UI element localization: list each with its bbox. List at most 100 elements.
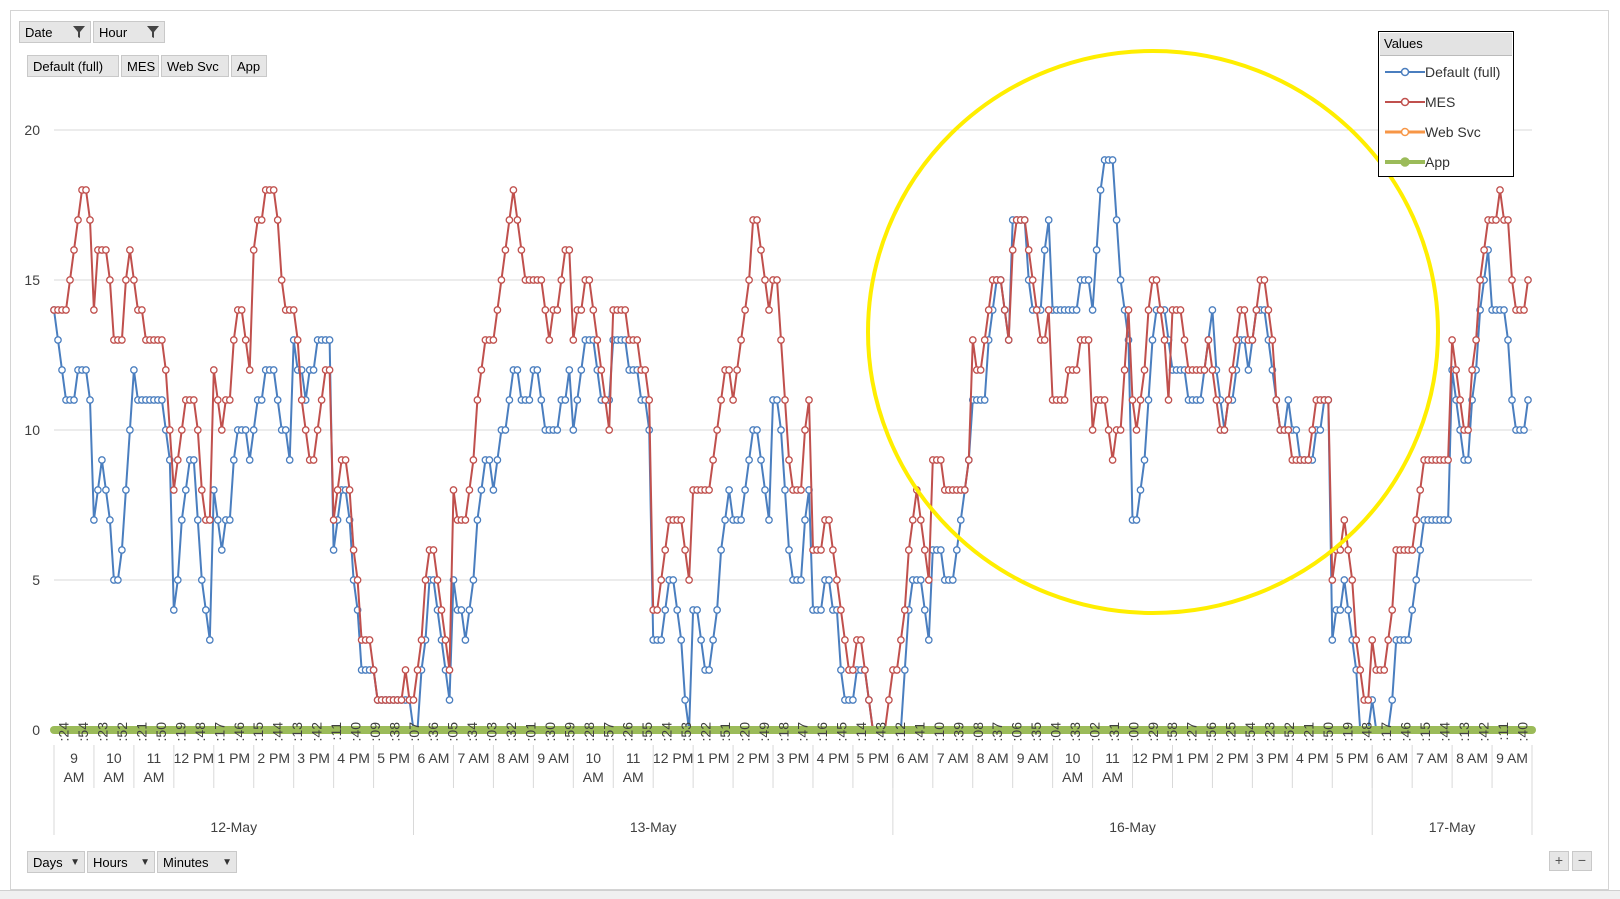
default-data-point — [1316, 426, 1325, 434]
default-data-point — [777, 426, 785, 434]
default-data-point — [329, 546, 338, 554]
default-data-point — [102, 486, 110, 494]
mes-data-point — [1388, 606, 1397, 614]
series-button-label: MES — [127, 59, 156, 74]
default-data-point — [565, 366, 574, 374]
mes-data-point — [1408, 546, 1417, 554]
hour-tick-label: 8 AM — [977, 750, 1009, 766]
mes-data-point — [257, 216, 266, 224]
y-tick-label: 20 — [24, 122, 40, 138]
date-filter-button[interactable]: Date — [19, 21, 91, 43]
mes-data-point — [465, 486, 474, 494]
mes-data-point — [920, 546, 929, 554]
chart-legend: Values Default (full) MES Web Svc App — [1378, 31, 1514, 177]
hour-filter-button[interactable]: Hour — [93, 21, 165, 43]
mes-data-point — [960, 486, 969, 494]
legend-item-mes: MES — [1379, 87, 1513, 117]
default-data-point — [1464, 456, 1472, 464]
hour-tick-label: 2 PM — [257, 750, 290, 766]
default-data-point — [285, 456, 294, 464]
mes-data-point — [964, 456, 973, 464]
mes-data-point — [745, 276, 753, 284]
mes-data-point — [1472, 336, 1480, 344]
default-data-point — [1284, 396, 1293, 404]
default-data-point — [126, 426, 134, 434]
axis-button-minutes[interactable]: Minutes ▼ — [157, 851, 237, 873]
axis-button-label: Days — [33, 855, 63, 870]
mes-data-point — [161, 366, 170, 374]
default-data-point — [573, 396, 582, 404]
mes-data-point — [193, 426, 202, 434]
default-data-point — [677, 636, 686, 644]
mes-data-point — [705, 486, 713, 494]
default-data-point — [669, 576, 678, 584]
series-button-app[interactable]: App — [231, 55, 267, 77]
series-button-mes[interactable]: MES — [121, 55, 159, 77]
mes-data-point — [1464, 426, 1472, 434]
series-button-default[interactable]: Default (full) — [27, 55, 119, 77]
mes-data-point — [773, 276, 781, 284]
minute-tick-label: :39 — [950, 722, 966, 742]
default-data-point — [485, 456, 494, 464]
mes-data-point — [429, 546, 438, 554]
default-data-point — [1444, 516, 1452, 524]
hour-tick-label: 4 PM — [337, 750, 370, 766]
mes-data-point — [1448, 336, 1456, 344]
mes-data-point — [1136, 396, 1145, 404]
hour-tick-label: 6 AM — [1376, 750, 1408, 766]
minute-tick-label: :58 — [1164, 722, 1180, 742]
mes-data-point — [1364, 696, 1373, 704]
default-data-point — [745, 456, 753, 464]
mes-data-point — [1228, 366, 1237, 374]
default-data-point — [249, 426, 258, 434]
default-data-point — [1092, 246, 1101, 254]
mes-data-point — [569, 336, 578, 344]
series-button-web-svc[interactable]: Web Svc — [161, 55, 229, 77]
legend-item-app: App — [1379, 147, 1513, 177]
default-data-point — [90, 516, 98, 524]
mes-data-point — [90, 306, 98, 314]
mes-data-point — [545, 336, 554, 344]
default-data-point — [825, 576, 833, 584]
mes-data-point — [717, 396, 725, 404]
default-data-point — [1072, 306, 1081, 314]
default-data-point — [801, 516, 809, 524]
default-data-point — [82, 366, 90, 374]
mes-data-point — [1336, 546, 1345, 554]
expand-field-button[interactable]: + — [1549, 851, 1569, 871]
mes-data-point — [865, 696, 873, 704]
default-data-point — [177, 516, 186, 524]
hour-tick-label: 3 PM — [1256, 750, 1289, 766]
mes-data-point — [1040, 336, 1049, 344]
mes-data-point — [1268, 336, 1277, 344]
mes-data-point — [641, 366, 650, 374]
default-data-point — [94, 486, 102, 494]
mes-data-point — [553, 306, 562, 314]
mes-data-point — [229, 336, 238, 344]
mes-data-point — [461, 516, 470, 524]
minute-tick-label: :54 — [1242, 722, 1258, 742]
axis-button-days[interactable]: Days ▼ — [27, 851, 85, 873]
default-data-point — [269, 366, 278, 374]
mes-data-point — [437, 606, 446, 614]
default-data-point — [1144, 396, 1153, 404]
default-data-point — [709, 636, 717, 644]
hour-filter-label: Hour — [99, 25, 128, 40]
day-tick-label: 12-May — [210, 819, 257, 835]
mes-data-point — [1008, 246, 1017, 254]
axis-button-hours[interactable]: Hours ▼ — [87, 851, 155, 873]
mes-data-point — [1000, 306, 1009, 314]
default-data-point — [1508, 396, 1516, 404]
minute-tick-label: :22 — [697, 722, 713, 742]
hour-tick-label: 6 AM — [418, 750, 450, 766]
default-data-point — [1344, 606, 1353, 614]
collapse-field-button[interactable]: − — [1572, 851, 1592, 871]
mes-data-point — [737, 336, 745, 344]
mes-data-point — [409, 696, 418, 704]
mes-data-point — [801, 426, 809, 434]
mes-data-point — [725, 366, 733, 374]
default-data-point — [241, 426, 250, 434]
minute-tick-label: :11 — [328, 722, 344, 741]
default-data-point — [1140, 456, 1149, 464]
